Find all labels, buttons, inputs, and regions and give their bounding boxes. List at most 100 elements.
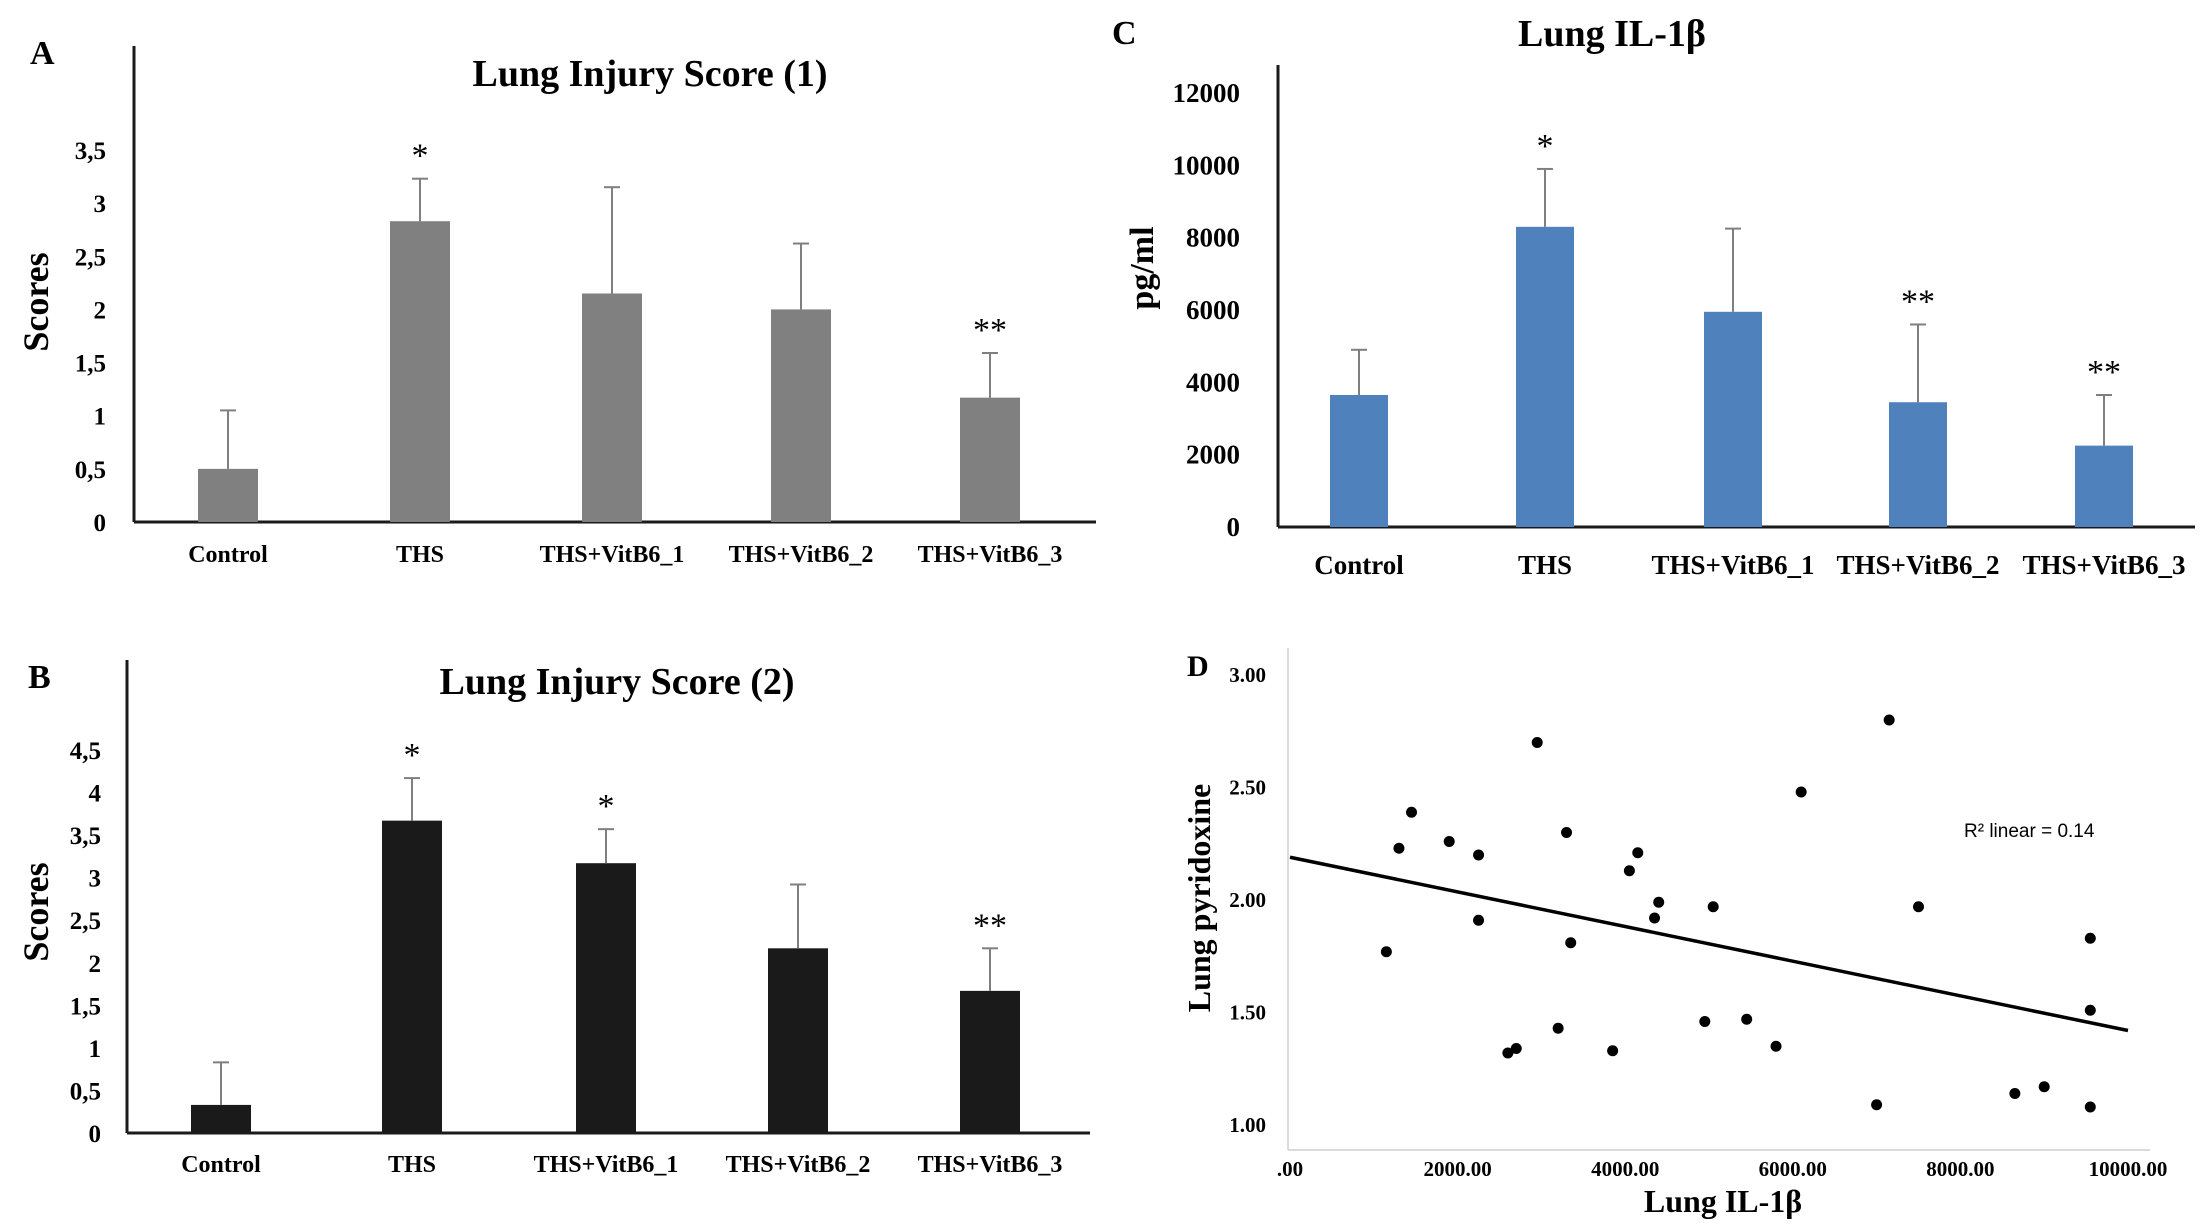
chart-d-y-tick-label: 1.50 [1229,1001,1266,1025]
chart-b-y-tick-label: 1,5 [70,993,101,1020]
chart-d-y-tick-label: 2.50 [1229,776,1266,800]
chart-title-a: Lung Injury Score (1) [472,53,827,95]
y-axis-title-d: Lung pyridoxine [1181,784,1217,1013]
y-axis-title-c: pg/ml [1124,226,1161,309]
chart-c-bar [1889,402,1947,527]
chart-b-category-label: THS+VitB6_2 [726,1152,871,1178]
chart-d-fit-line [1289,855,2129,1033]
chart-d-y-tick-label: 1.00 [1229,1113,1266,1137]
chart-b-y-tick-label: 4 [89,781,102,808]
chart-c-bar [1704,311,1762,527]
chart-d-point [1406,806,1418,818]
chart-b-bar [576,863,636,1133]
chart-c-category-label: THS+VitB6_3 [2023,550,2186,580]
chart-b-y-tick-label: 3,5 [70,823,101,850]
chart-b-category-label: THS+VitB6_1 [534,1152,679,1178]
chart-a-y-tick-label: 0 [94,510,107,537]
chart-d-point [1561,827,1573,838]
chart-d-point [1510,1043,1522,1054]
chart-title-c: Lung IL-1β [1518,13,1706,55]
chart-b-y-tick-label: 2,5 [70,908,101,935]
chart-a-significance-marker: ** [973,312,1007,349]
chart-c-y-tick-label: 12000 [1173,78,1241,108]
chart-b-bar [191,1104,251,1133]
chart-a-y-tick-label: 1,5 [75,351,106,378]
chart-d-point [1443,836,1455,847]
chart-b-significance-marker: * [598,788,615,825]
chart-d-point [2084,1004,2096,1016]
chart-a-category-label: THS+VitB6_3 [918,542,1063,568]
chart-b-y-tick-label: 2 [89,951,102,978]
y-axis-title-b: Scores [16,862,56,961]
chart-c-category-label: THS+VitB6_2 [1837,550,2000,580]
chart-c-bar [1330,394,1388,527]
panel-letter-d: D [1187,650,1209,683]
chart-b-category-label: Control [181,1152,261,1178]
chart-a-category-label: THS [396,542,444,568]
chart-a-y-tick-label: 2,5 [75,244,106,271]
chart-c-bar [1516,226,1574,528]
chart-d-point [1380,946,1392,958]
chart-d-point [1699,1016,1711,1027]
chart-d-point [1649,912,1661,924]
chart-d-point [1473,914,1485,926]
chart-a-category-label: THS+VitB6_2 [729,542,874,568]
chart-d-y-tick-label: 2.00 [1229,888,1266,912]
chart-c-y-tick-label: 8000 [1186,223,1240,253]
chart-b-significance-marker: ** [973,907,1007,944]
chart-d-point [1632,847,1644,859]
chart-d-point [1913,901,1924,913]
chart-d-point [1552,1022,1564,1034]
chart-a-bar [582,293,642,522]
chart-d-point [1741,1013,1753,1025]
chart-c-significance-marker: ** [1901,283,1935,320]
chart-c-significance-marker: ** [2087,354,2121,391]
chart-a-y-tick-label: 2 [94,297,107,324]
chart-a-y-tick-label: 0,5 [75,457,106,484]
chart-b-y-tick-label: 4,5 [70,738,101,765]
chart-c-category-label: Control [1314,550,1404,580]
chart-a-y-tick-label: 1 [94,404,107,431]
chart-d-point [2009,1088,2021,1099]
chart-a-y-tick-label: 3,5 [75,138,106,165]
chart-b-y-tick-label: 1 [89,1036,102,1063]
chart-d-point [1871,1099,1883,1111]
chart-b-y-tick-label: 3 [89,866,102,893]
chart-d-point [1883,714,1895,726]
x-axis-title-d: Lung IL-1β [1644,1183,1802,1219]
chart-c-y-tick-label: 0 [1227,512,1241,542]
chart-c-y-tick-label: 4000 [1186,367,1240,397]
chart-a-bar [771,309,831,522]
chart-d-point [1531,737,1543,748]
chart-a-bar [960,397,1020,522]
chart-d-point [1502,1047,1514,1059]
chart-d-point [2084,932,2096,944]
chart-a-bar [390,221,450,522]
chart-c-significance-marker: * [1537,128,1554,165]
chart-d-point [1623,865,1635,877]
panel-letter-b: B [28,659,51,696]
chart-b-category-label: THS [388,1152,436,1178]
chart-c-bar [2075,445,2133,527]
chart-d-x-tick-label: .00 [1277,1157,1303,1181]
chart-c-y-tick-label: 10000 [1173,150,1241,180]
chart-a-category-label: THS+VitB6_1 [540,542,685,568]
chart-a-bar [198,468,258,522]
chart-a-significance-marker: * [412,138,429,175]
chart-d-point [1707,901,1719,913]
chart-a-category-label: Control [188,542,268,568]
chart-b-bar [960,990,1020,1133]
chart-d-point [1795,786,1807,798]
chart-c-category-label: THS+VitB6_1 [1652,550,1815,580]
chart-c-category-label: THS [1518,550,1572,580]
chart-d-point [1565,937,1577,949]
chart-d-point [2084,1101,2096,1113]
chart-d-point [2038,1081,2050,1093]
chart-d-point [1770,1040,1782,1052]
chart-d-point [1653,896,1665,908]
chart-b-significance-marker: * [404,737,421,774]
chart-a-y-tick-label: 3 [94,191,107,218]
r-squared-annotation: R² linear = 0.14 [1964,821,2095,842]
chart-b-y-tick-label: 0,5 [70,1078,101,1105]
